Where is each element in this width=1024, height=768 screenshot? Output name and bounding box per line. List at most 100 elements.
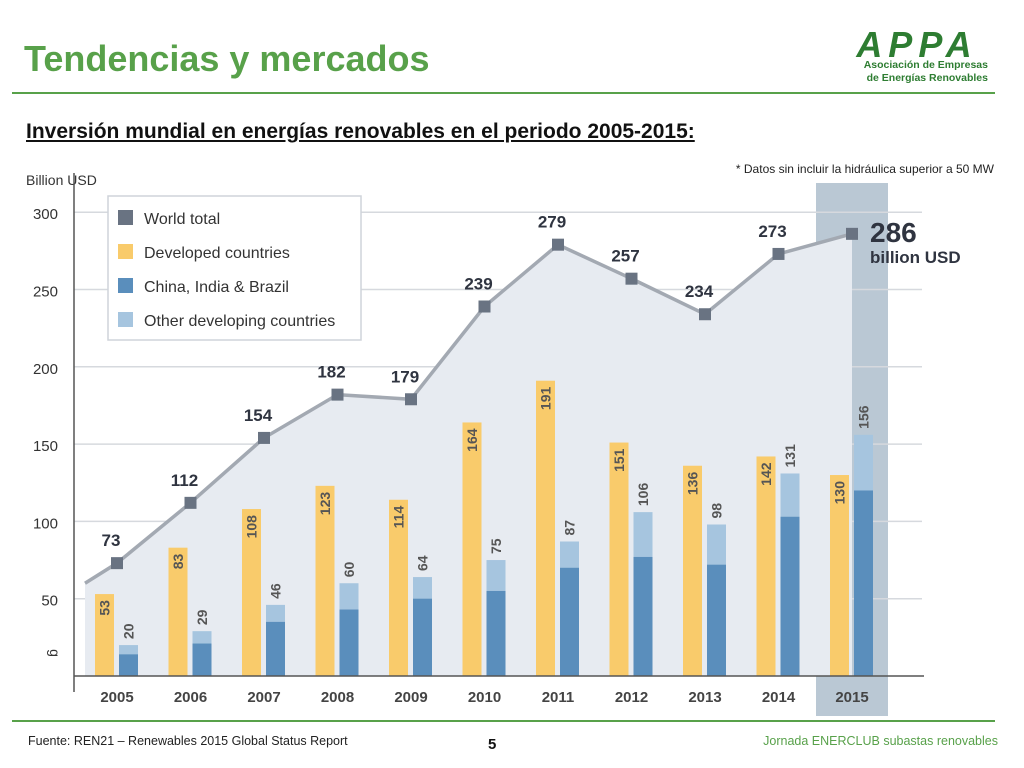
x-tick-label: 2006	[174, 689, 207, 706]
bar-label-developed: 136	[685, 472, 701, 496]
y-axis-label: Billion USD	[26, 172, 97, 188]
world-total-label: 154	[244, 406, 273, 425]
world-total-marker	[699, 308, 711, 321]
world-total-label: 112	[171, 471, 198, 490]
appa-logo: APPA Asociación de Empresas de Energías …	[842, 28, 992, 86]
world-total-label: 257	[611, 247, 639, 266]
world-total-marker	[111, 557, 123, 570]
footer-rule	[12, 720, 995, 722]
world-total-marker	[552, 238, 564, 251]
axis-break-label: g	[47, 649, 63, 657]
world-total-marker	[772, 247, 785, 260]
world-total-label: 273	[758, 222, 786, 241]
bar-label-developing: 131	[782, 444, 798, 468]
bar-developed	[95, 594, 114, 676]
y-tick-label: 150	[33, 438, 58, 455]
x-tick-label: 2014	[762, 689, 796, 706]
world-total-label: 73	[102, 531, 121, 550]
legend-label: China, India & Brazil	[144, 279, 289, 296]
x-tick-label: 2008	[321, 689, 354, 706]
bar-label-developing: 20	[121, 623, 137, 639]
bar-label-developed: 191	[538, 387, 554, 411]
y-tick-label: 100	[33, 515, 58, 532]
legend-swatch	[118, 312, 133, 327]
investment-chart: 50 100 150 200 250 300 Billion USD g 53 20 2005 83 2…	[26, 172, 961, 716]
x-tick-label: 2010	[468, 689, 501, 706]
bar-label-developed: 108	[244, 515, 260, 539]
legend-swatch	[118, 244, 133, 259]
bar-label-developing: 46	[268, 583, 284, 599]
header-rule	[12, 92, 995, 94]
bar-china-india-brazil	[339, 609, 359, 676]
world-total-marker	[258, 431, 270, 444]
bar-china-india-brazil	[192, 643, 212, 676]
x-tick-label: 2012	[615, 689, 648, 706]
bar-china-india-brazil	[854, 490, 873, 676]
bar-developed	[462, 422, 482, 676]
bar-china-india-brazil	[266, 621, 285, 676]
world-total-label: 179	[391, 367, 419, 386]
bar-label-developed: 53	[97, 600, 113, 616]
logo-line-2: de Energías Renovables	[866, 72, 988, 84]
world-total-label: 239	[464, 275, 492, 294]
bar-label-developed: 123	[317, 492, 333, 516]
bar-china-india-brazil	[633, 556, 653, 676]
world-total-marker	[625, 272, 638, 285]
appa-logo-mark: APPA	[855, 28, 971, 60]
bar-label-developed: 83	[170, 553, 186, 569]
world-total-marker	[184, 496, 197, 509]
legend-swatch	[118, 278, 133, 293]
bar-china-india-brazil	[560, 567, 579, 676]
footer-event: Jornada ENERCLUB subastas renovables	[763, 734, 998, 748]
y-tick-label: 250	[33, 284, 58, 301]
logo-line-1: Asociación de Empresas	[863, 59, 988, 71]
x-tick-label: 2015	[835, 689, 868, 706]
bar-developed	[683, 465, 702, 676]
bar-developed	[536, 380, 555, 676]
world-total-label: 286	[870, 217, 917, 248]
y-tick-label: 50	[41, 593, 58, 610]
legend-label: Other developing countries	[144, 313, 335, 330]
bar-developed	[830, 475, 849, 676]
legend-swatch	[118, 210, 133, 225]
world-total-label: 234	[685, 282, 714, 301]
world-total-label: 182	[317, 363, 345, 382]
bar-label-developed: 164	[464, 428, 480, 452]
world-total-marker	[478, 300, 491, 313]
bar-developed	[315, 485, 335, 676]
bar-label-developed: 151	[611, 448, 627, 472]
bar-china-india-brazil	[413, 598, 432, 676]
bar-label-developed: 142	[758, 462, 774, 486]
footer-source: Fuente: REN21 – Renewables 2015 Global S…	[28, 734, 348, 748]
bar-label-developing: 98	[709, 503, 725, 519]
x-tick-label: 2005	[100, 689, 133, 706]
page-title: Tendencias y mercados	[24, 38, 430, 79]
page-number: 5	[488, 736, 497, 753]
x-tick-label: 2011	[542, 689, 575, 706]
x-tick-label: 2007	[247, 689, 280, 706]
x-tick-label: 2009	[394, 689, 427, 706]
bar-china-india-brazil	[119, 654, 138, 676]
bar-label-developing: 87	[562, 520, 578, 536]
world-total-marker	[846, 227, 858, 240]
bar-developed	[609, 442, 629, 676]
bar-label-developed: 130	[832, 481, 848, 505]
y-tick-label: 300	[33, 206, 58, 223]
legend-label: World total	[144, 211, 220, 228]
legend-label: Developed countries	[144, 245, 290, 262]
y-tick-label: 200	[33, 361, 58, 378]
world-total-marker	[405, 393, 417, 406]
bar-label-developing: 29	[194, 609, 210, 625]
bar-label-developing: 64	[415, 555, 431, 571]
bar-developed	[242, 509, 261, 676]
bar-china-india-brazil	[486, 590, 506, 676]
bar-label-developing: 106	[635, 483, 651, 507]
bar-label-developing: 75	[488, 538, 504, 554]
bar-developed	[756, 456, 776, 676]
world-total-marker	[331, 388, 344, 401]
legend-box	[107, 195, 362, 341]
bar-developed	[168, 547, 188, 676]
world-total-line	[84, 232, 853, 585]
bar-label-developing: 60	[341, 561, 357, 577]
bar-china-india-brazil	[707, 564, 726, 676]
